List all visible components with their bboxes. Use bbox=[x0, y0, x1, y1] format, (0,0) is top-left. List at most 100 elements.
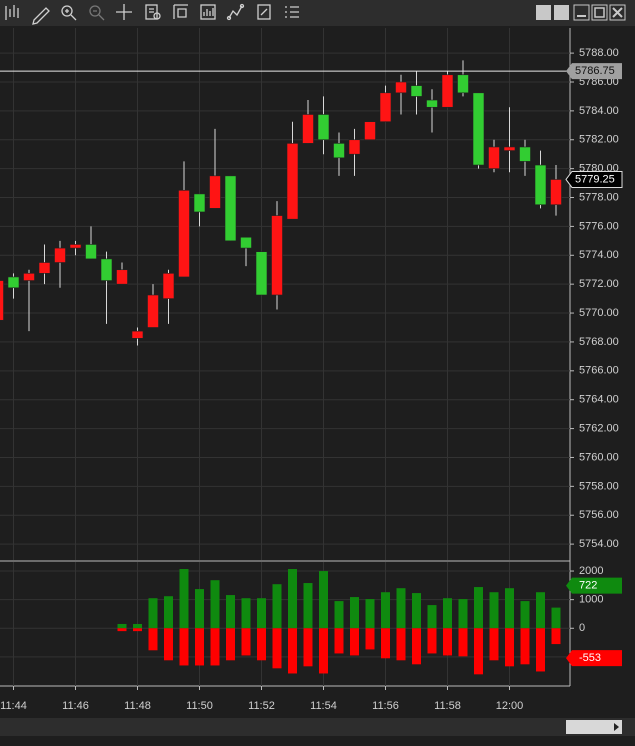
volume-bar bbox=[520, 628, 530, 665]
volume-bar bbox=[288, 628, 297, 674]
zoom-out-button[interactable] bbox=[89, 5, 105, 21]
candle-body bbox=[23, 273, 35, 281]
candle-body bbox=[131, 330, 144, 339]
scroll-right-arrow[interactable] bbox=[614, 723, 619, 731]
tile-button[interactable] bbox=[554, 5, 569, 20]
snapshot-button[interactable] bbox=[257, 4, 271, 20]
x-tick-label: 11:54 bbox=[310, 700, 337, 712]
candle-body bbox=[147, 294, 159, 328]
templates-button[interactable] bbox=[173, 4, 188, 19]
y-tick-label: 5756.00 bbox=[579, 509, 619, 521]
y-tick-label: 5782.00 bbox=[579, 134, 619, 146]
candle-body bbox=[100, 258, 113, 281]
candle-body bbox=[441, 74, 454, 108]
volume-bar bbox=[350, 628, 359, 656]
y-tick-label: 2000 bbox=[579, 565, 603, 577]
y-tick-label: 5768.00 bbox=[579, 336, 619, 348]
y-tick-label: 5758.00 bbox=[579, 480, 619, 492]
candle-body bbox=[7, 276, 20, 289]
volume-bar bbox=[210, 628, 220, 666]
volume-bar bbox=[520, 601, 530, 629]
candle-body bbox=[85, 244, 97, 260]
y-tick-label: 1000 bbox=[579, 594, 603, 606]
candle-body bbox=[503, 146, 516, 151]
y-tick-label: 5760.00 bbox=[579, 451, 619, 463]
y-tick-label: 5788.00 bbox=[579, 47, 619, 59]
candle-body bbox=[302, 114, 314, 144]
marks bbox=[0, 60, 570, 675]
properties-button[interactable] bbox=[145, 4, 161, 20]
candle-body bbox=[426, 99, 438, 108]
candle-body bbox=[519, 146, 531, 162]
zoom-in-button[interactable] bbox=[61, 5, 77, 21]
volume-bar bbox=[396, 588, 406, 629]
indicators-button[interactable] bbox=[200, 4, 216, 20]
volume-bar bbox=[303, 628, 313, 667]
value-flag-label: -553 bbox=[579, 652, 601, 664]
volume-bar bbox=[381, 592, 390, 629]
volume-bar bbox=[443, 628, 452, 656]
volume-bar bbox=[241, 628, 251, 656]
scrollbar[interactable] bbox=[0, 718, 635, 736]
x-tick-label: 11:46 bbox=[62, 700, 89, 712]
volume-bar bbox=[489, 592, 499, 629]
volume-bar bbox=[164, 628, 173, 661]
x-tick-label: 11:52 bbox=[248, 700, 275, 712]
candle-body bbox=[271, 215, 283, 296]
volume-bar bbox=[148, 598, 158, 629]
toolbar bbox=[0, 0, 635, 26]
last-price-flag bbox=[565, 170, 623, 188]
candle-body bbox=[0, 280, 4, 321]
candle-body bbox=[488, 146, 500, 169]
minimize-button[interactable] bbox=[573, 4, 590, 21]
y-tick-label: 5776.00 bbox=[579, 220, 619, 232]
volume-bar bbox=[148, 628, 158, 651]
candle-body bbox=[116, 269, 128, 285]
scrollbar-thumb[interactable] bbox=[566, 720, 622, 734]
toolbar-icons bbox=[5, 3, 299, 25]
volume-bar bbox=[117, 623, 127, 629]
volume-bar bbox=[164, 596, 173, 629]
volume-bar bbox=[334, 628, 344, 654]
volume-bar bbox=[257, 598, 266, 629]
draw-button[interactable] bbox=[32, 7, 50, 25]
volume-bar bbox=[319, 571, 328, 629]
y-tick-label: 5778.00 bbox=[579, 191, 619, 203]
candle-body bbox=[38, 262, 51, 274]
candle-body bbox=[255, 251, 268, 296]
candle-body bbox=[457, 74, 469, 94]
volume-bar bbox=[257, 628, 266, 661]
close-icon bbox=[612, 7, 623, 18]
data-box-button[interactable] bbox=[285, 6, 299, 18]
volume-bar bbox=[536, 628, 545, 672]
y-tick-label: 5772.00 bbox=[579, 278, 619, 290]
price-line-label: 5786.75 bbox=[575, 65, 615, 77]
crosshair-button[interactable] bbox=[116, 4, 132, 20]
volume-bar bbox=[505, 628, 514, 667]
value-flag bbox=[566, 577, 622, 594]
y-tick-label: 5754.00 bbox=[579, 538, 619, 550]
x-tick-label: 11:44 bbox=[0, 700, 27, 712]
candle-body bbox=[534, 164, 547, 206]
strategies-button[interactable] bbox=[226, 3, 245, 21]
volume-bar bbox=[412, 628, 421, 665]
volume-bar bbox=[179, 628, 189, 666]
volume-bar bbox=[365, 599, 375, 629]
chart-style-button[interactable] bbox=[5, 5, 19, 20]
volume-bar bbox=[505, 588, 514, 629]
candle-body bbox=[348, 139, 361, 155]
window-buttons bbox=[536, 4, 626, 21]
x-tick-label: 11:56 bbox=[372, 700, 399, 712]
tile-button[interactable] bbox=[536, 5, 551, 20]
volume-bar bbox=[133, 628, 142, 632]
volume-bar bbox=[443, 598, 452, 629]
candle-body bbox=[162, 273, 175, 299]
volume-bar bbox=[396, 628, 406, 661]
y-tick-label: 0 bbox=[579, 622, 585, 634]
volume-bar bbox=[350, 597, 359, 629]
volume-bar bbox=[427, 605, 437, 629]
value-flag-label: 722 bbox=[579, 580, 597, 592]
y-tick-label: 5770.00 bbox=[579, 307, 619, 319]
volume-bar bbox=[179, 569, 189, 629]
